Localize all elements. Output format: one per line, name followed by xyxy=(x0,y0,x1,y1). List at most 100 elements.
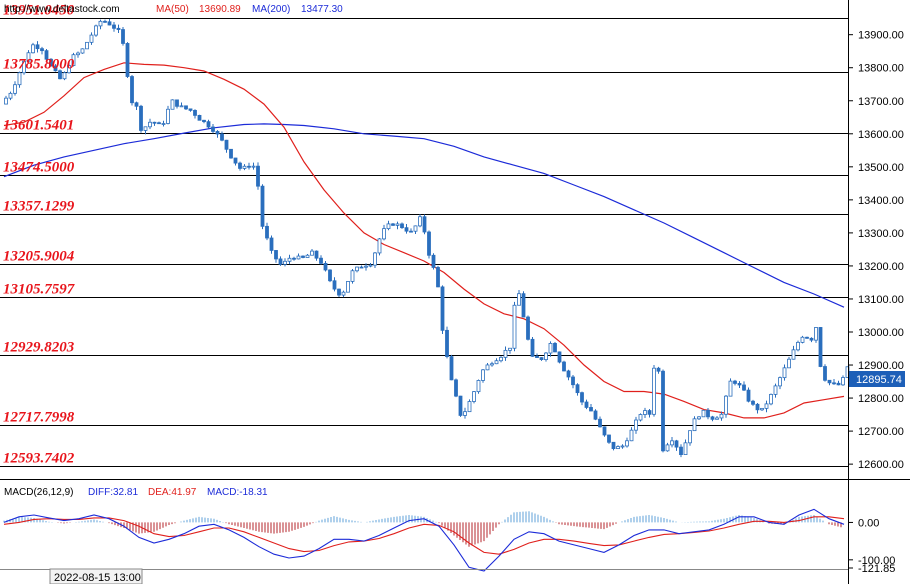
candle-body xyxy=(823,366,827,381)
candle-body xyxy=(611,441,616,450)
candle-body xyxy=(4,97,8,105)
candle-body xyxy=(310,250,314,256)
candle-body xyxy=(805,336,809,339)
price-tick-label: 13400.00 xyxy=(858,195,904,207)
candle-body xyxy=(8,92,13,99)
price-tick-label: 12600.00 xyxy=(858,459,904,471)
candle-body xyxy=(562,361,566,372)
candle-body xyxy=(400,223,404,229)
candle-body xyxy=(652,367,656,415)
horizontal-levels xyxy=(0,18,848,467)
macd-tick-label: -100.00 xyxy=(858,555,895,567)
ma200-value: 13477.30 xyxy=(301,4,343,15)
candle-body xyxy=(503,349,508,358)
candle-body xyxy=(580,392,584,403)
candle-body xyxy=(170,99,175,110)
candle-body xyxy=(449,356,454,381)
candle-body xyxy=(769,393,773,405)
candle-body xyxy=(22,60,26,74)
candle-body xyxy=(647,410,652,415)
candle-body xyxy=(665,444,670,452)
candle-body xyxy=(440,286,445,331)
candle-body xyxy=(832,382,836,385)
candle-body xyxy=(49,58,53,67)
footer-timestamp: 2022-08-15 13:00 xyxy=(54,572,141,584)
candle-body xyxy=(710,416,715,420)
level-label: 12929.8203 xyxy=(3,340,75,356)
price-tick-label: 12800.00 xyxy=(858,393,904,405)
candle-body xyxy=(643,410,647,415)
macd-axis: 0.00 -100.00-121.85 xyxy=(848,517,895,575)
candle-body xyxy=(319,257,323,264)
candle-body xyxy=(292,257,296,260)
candle-body xyxy=(269,237,274,251)
candle-body xyxy=(751,400,755,405)
candle-body xyxy=(395,223,400,226)
candle-body xyxy=(211,126,215,132)
price-tick-label: 13100.00 xyxy=(858,294,904,306)
candle-body xyxy=(58,70,62,80)
candle-body xyxy=(80,48,85,54)
ma50-line-layer xyxy=(3,62,845,419)
candle-body xyxy=(692,418,697,432)
chart-header: http://www.deltastock.com MA(50) 13690.8… xyxy=(4,4,343,15)
candle-body xyxy=(454,379,458,397)
candle-body xyxy=(598,418,602,428)
diff-line xyxy=(3,508,845,572)
candle-body xyxy=(112,24,116,29)
candle-body xyxy=(224,139,229,150)
candle-body xyxy=(715,417,719,420)
candle-body xyxy=(782,367,787,379)
macd-histogram xyxy=(3,511,842,547)
candle-body xyxy=(521,293,526,318)
source-url: http://www.deltastock.com xyxy=(4,4,120,15)
candle-body xyxy=(179,105,184,108)
candle-body xyxy=(661,370,665,452)
candle-body xyxy=(359,266,364,269)
candle-body xyxy=(17,72,22,86)
candle-body xyxy=(836,382,841,386)
candle-body xyxy=(355,266,359,272)
price-tick-label: 13900.00 xyxy=(858,30,904,42)
candle-body xyxy=(670,440,674,446)
candle-body xyxy=(814,327,818,341)
candle-body xyxy=(445,329,449,357)
candle-body xyxy=(472,391,476,402)
candle-body xyxy=(566,370,571,378)
candle-body xyxy=(35,44,40,50)
candle-body xyxy=(629,429,634,442)
level-label: 13951.0450 xyxy=(3,3,75,19)
candle-body xyxy=(841,377,845,386)
candle-body xyxy=(247,165,251,168)
candle-body xyxy=(683,442,688,456)
level-label: 13105.7597 xyxy=(3,282,75,298)
candle-body xyxy=(62,72,67,80)
candle-body xyxy=(161,123,166,125)
candle-body xyxy=(202,119,206,123)
candle-body xyxy=(346,281,350,293)
candle-body xyxy=(800,336,805,343)
candle-body xyxy=(431,254,436,268)
candle-body xyxy=(130,76,134,104)
candle-body xyxy=(67,65,71,74)
ma50-value: 13690.89 xyxy=(199,4,241,15)
candle-body xyxy=(148,121,152,128)
candle-body xyxy=(733,380,737,384)
candle-body xyxy=(26,52,31,62)
candle-body xyxy=(44,50,49,60)
macd-pane: MACD(26,12,9) DIFF:32.81 DEA:41.97 MACD:… xyxy=(3,487,895,575)
candle-body xyxy=(422,216,427,233)
price-tick-label: 13500.00 xyxy=(858,162,904,174)
candle-body xyxy=(778,377,782,387)
ma200-line-layer xyxy=(3,123,845,308)
candle-body xyxy=(728,380,733,397)
macd-lines xyxy=(3,508,845,572)
price-tick-label: 13200.00 xyxy=(858,261,904,273)
candle-body xyxy=(499,356,503,362)
candle-body xyxy=(593,410,598,420)
candle-body xyxy=(796,341,800,351)
candle-body xyxy=(404,227,409,232)
candle-body xyxy=(215,131,220,135)
candle-body xyxy=(350,270,355,282)
current-price: 12895.74 xyxy=(856,374,902,386)
